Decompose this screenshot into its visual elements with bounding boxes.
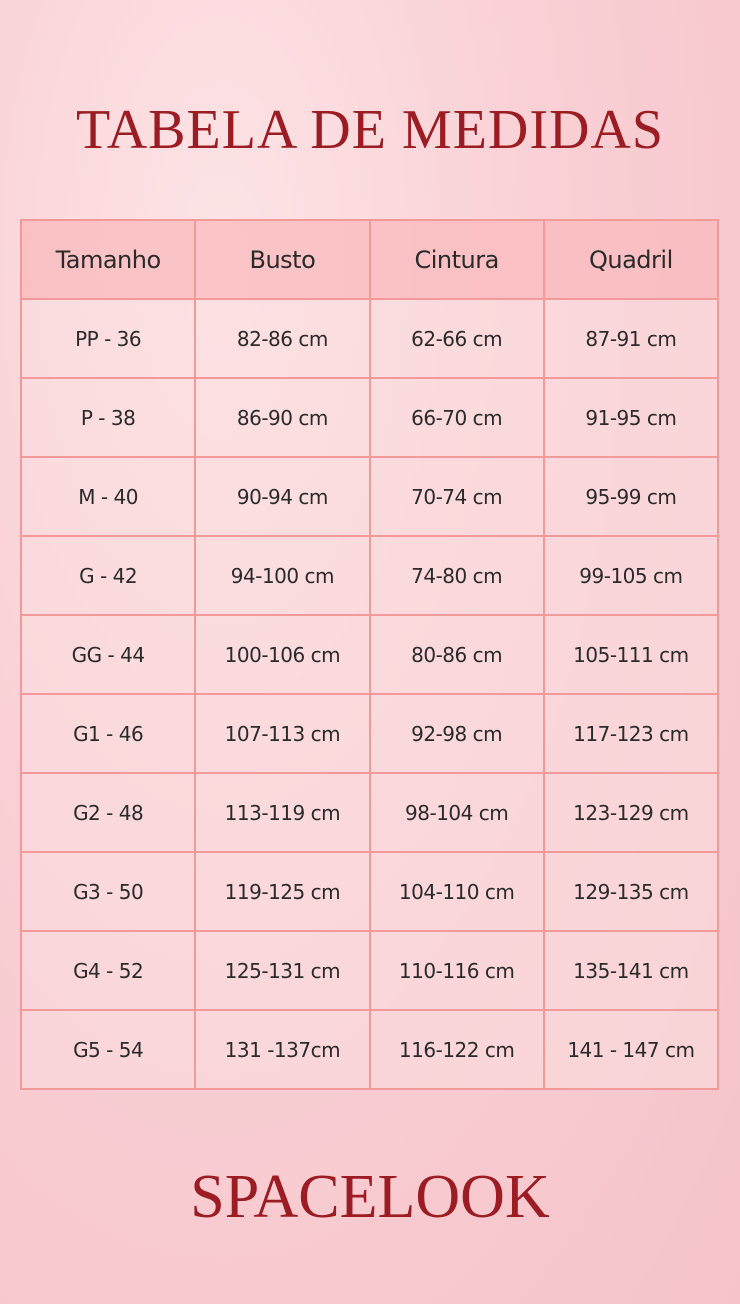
cell-bust: 125-131 cm — [194, 930, 371, 1011]
size-table: Tamanho Busto Cintura Quadril PP - 36 82-… — [19, 219, 720, 1090]
cell-waist: 110-116 cm — [368, 930, 545, 1011]
cell-hip: 99-105 cm — [542, 535, 720, 616]
table-row: M - 40 90-94 cm 70-74 cm 95-99 cm — [19, 456, 720, 537]
cell-waist: 66-70 cm — [368, 377, 545, 458]
cell-size: G2 - 48 — [19, 772, 197, 853]
cell-hip: 87-91 cm — [542, 298, 720, 379]
cell-waist: 62-66 cm — [368, 298, 545, 379]
table-header-row: Tamanho Busto Cintura Quadril — [19, 219, 720, 300]
cell-hip: 123-129 cm — [542, 772, 720, 853]
cell-waist: 70-74 cm — [368, 456, 545, 537]
table-row: G - 42 94-100 cm 74-80 cm 99-105 cm — [19, 535, 720, 616]
table-row: P - 38 86-90 cm 66-70 cm 91-95 cm — [19, 377, 720, 458]
cell-waist: 92-98 cm — [368, 693, 545, 774]
cell-bust: 113-119 cm — [194, 772, 371, 853]
cell-hip: 129-135 cm — [542, 851, 720, 932]
table-row: G5 - 54 131 -137cm 116-122 cm 141 - 147 cm — [19, 1009, 720, 1090]
table-row: G2 - 48 113-119 cm 98-104 cm 123-129 cm — [19, 772, 720, 853]
cell-size: G3 - 50 — [19, 851, 197, 932]
cell-bust: 90-94 cm — [194, 456, 371, 537]
cell-bust: 107-113 cm — [194, 693, 371, 774]
cell-size: GG - 44 — [19, 614, 197, 695]
cell-waist: 104-110 cm — [368, 851, 545, 932]
page-title: TABELA DE MEDIDAS — [75, 99, 665, 161]
cell-size: G - 42 — [19, 535, 197, 616]
cell-bust: 82-86 cm — [194, 298, 371, 379]
table-row: G3 - 50 119-125 cm 104-110 cm 129-135 cm — [19, 851, 720, 932]
header-hip: Quadril — [542, 219, 720, 300]
cell-size: M - 40 — [19, 456, 197, 537]
header-size: Tamanho — [19, 219, 197, 300]
cell-bust: 119-125 cm — [194, 851, 371, 932]
cell-waist: 74-80 cm — [368, 535, 545, 616]
cell-bust: 131 -137cm — [194, 1009, 371, 1090]
cell-hip: 117-123 cm — [542, 693, 720, 774]
cell-waist: 98-104 cm — [368, 772, 545, 853]
header-waist: Cintura — [368, 219, 545, 300]
cell-hip: 141 - 147 cm — [542, 1009, 720, 1090]
cell-size: PP - 36 — [19, 298, 197, 379]
table-row: GG - 44 100-106 cm 80-86 cm 105-111 cm — [19, 614, 720, 695]
brand-logo: SPACELOOK — [190, 1163, 550, 1231]
cell-size: G5 - 54 — [19, 1009, 197, 1090]
table-row: G1 - 46 107-113 cm 92-98 cm 117-123 cm — [19, 693, 720, 774]
cell-bust: 86-90 cm — [194, 377, 371, 458]
cell-size: G4 - 52 — [19, 930, 197, 1011]
cell-size: G1 - 46 — [19, 693, 197, 774]
header-bust: Busto — [194, 219, 371, 300]
cell-bust: 94-100 cm — [194, 535, 371, 616]
cell-hip: 105-111 cm — [542, 614, 720, 695]
table-row: G4 - 52 125-131 cm 110-116 cm 135-141 cm — [19, 930, 720, 1011]
cell-waist: 80-86 cm — [368, 614, 545, 695]
cell-bust: 100-106 cm — [194, 614, 371, 695]
cell-hip: 95-99 cm — [542, 456, 720, 537]
cell-size: P - 38 — [19, 377, 197, 458]
cell-waist: 116-122 cm — [368, 1009, 545, 1090]
table-row: PP - 36 82-86 cm 62-66 cm 87-91 cm — [19, 298, 720, 379]
cell-hip: 91-95 cm — [542, 377, 720, 458]
cell-hip: 135-141 cm — [542, 930, 720, 1011]
